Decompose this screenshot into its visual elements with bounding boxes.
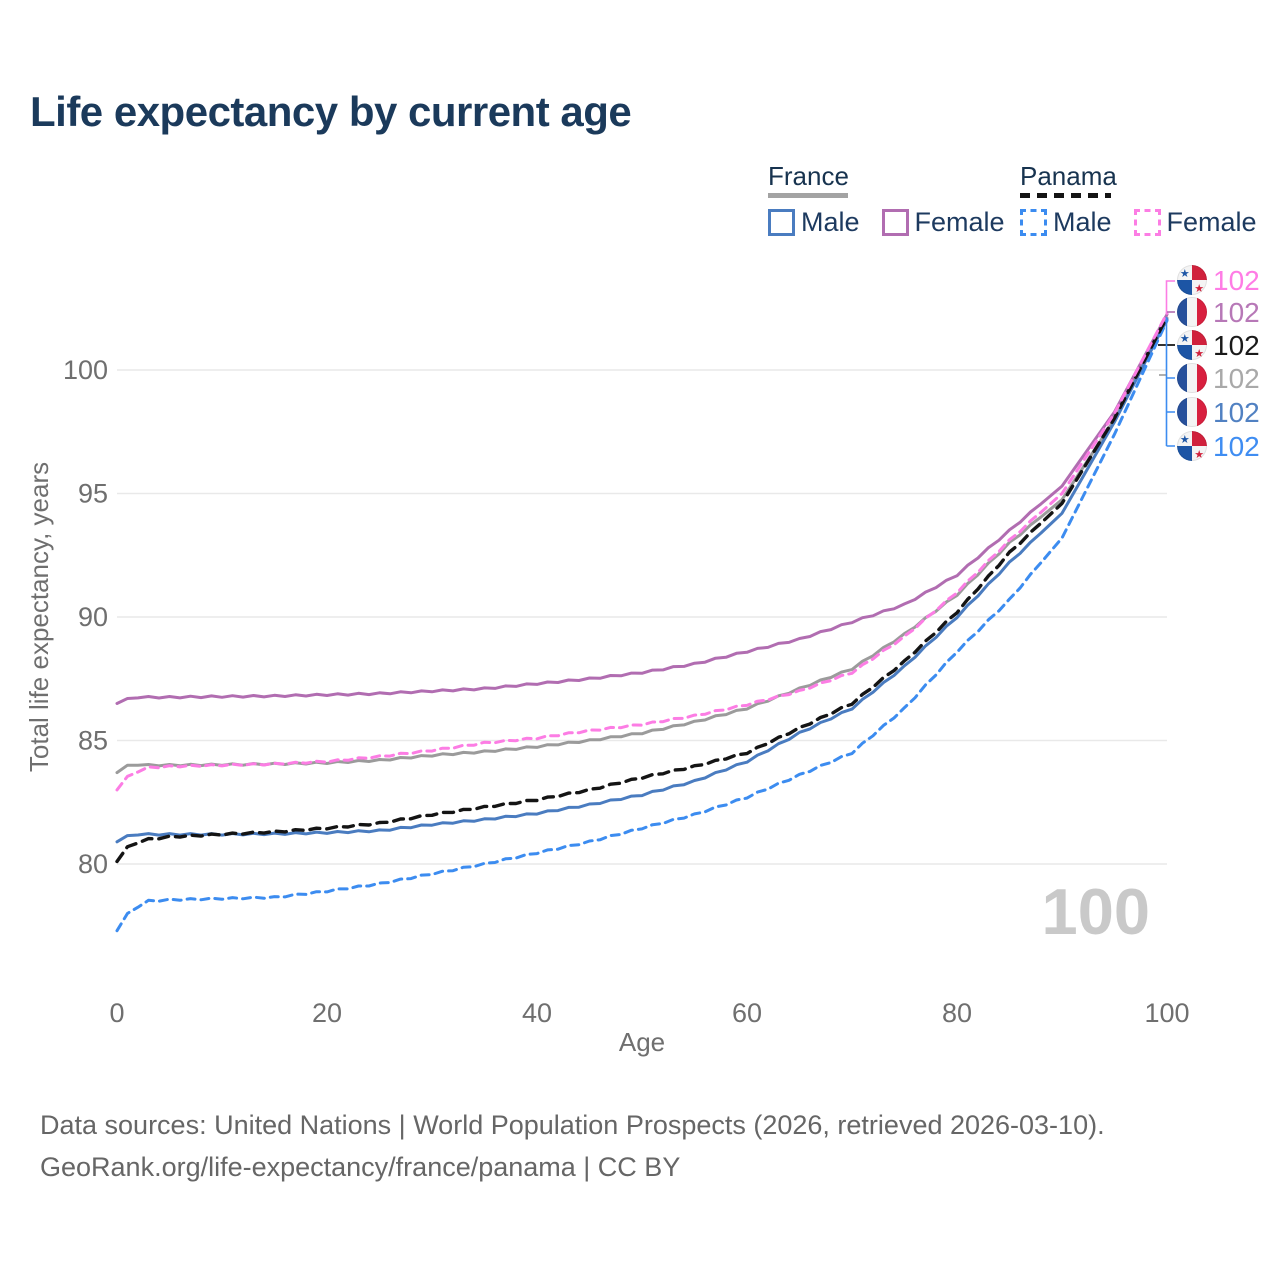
footer: Data sources: United Nations | World Pop…: [40, 1104, 1105, 1188]
legend-item-panama-female[interactable]: Female: [1133, 207, 1257, 238]
end-label-panama-male: 102: [1213, 431, 1260, 462]
grid-layer: [117, 369, 1167, 865]
footer-attribution: GeoRank.org/life-expectancy/france/panam…: [40, 1152, 681, 1182]
legend-item-panama-male[interactable]: Male: [1020, 207, 1112, 238]
legend-linestyle-france: [768, 193, 848, 198]
axis-layer: 80 85 90 95 100 0 20 40 60 80 100 Age Total life exp…: [24, 355, 1190, 1057]
y-tick-label: 95: [78, 479, 108, 509]
series-line-france-female[interactable]: [115, 312, 1169, 705]
y-tick-label: 90: [78, 602, 108, 632]
legend-group-panama: Panama Male Female: [1020, 162, 1257, 238]
end-label-france-male: 102: [1213, 397, 1260, 428]
end-label-france-female: 102: [1213, 297, 1260, 328]
leader-line-panama-female: [1165, 280, 1175, 313]
y-tick-label: 100: [63, 355, 108, 385]
x-tick-label: 60: [732, 998, 762, 1028]
hover-age-indicator: 100: [1041, 875, 1150, 948]
end-label-france: 102: [1213, 363, 1260, 394]
x-tick-label: 100: [1144, 998, 1189, 1028]
legend-label: Female: [1166, 207, 1257, 237]
svg-text:★: ★: [1194, 283, 1204, 295]
svg-text:★: ★: [1194, 348, 1204, 360]
y-tick-label: 85: [78, 726, 108, 756]
svg-text:★: ★: [1180, 333, 1190, 345]
x-tick-label: 80: [942, 998, 972, 1028]
series-line-panama-female[interactable]: [115, 311, 1169, 792]
leader-bracket-lower: [1165, 317, 1175, 447]
legend-label: Male: [801, 207, 860, 237]
panama-flag-icon: ★★: [1177, 431, 1207, 461]
legend-item-france-female[interactable]: Female: [881, 207, 1005, 238]
x-tick-label: 40: [522, 998, 552, 1028]
series-line-panama[interactable]: [115, 315, 1169, 864]
legend-label: Male: [1053, 207, 1112, 237]
svg-text:★: ★: [1194, 449, 1204, 461]
svg-text:★: ★: [1180, 434, 1190, 446]
legend-item-france-male[interactable]: Male: [768, 207, 860, 238]
footer-data-sources: Data sources: United Nations | World Pop…: [40, 1110, 1105, 1140]
series-line-france-male[interactable]: [115, 317, 1169, 844]
legend-group-france: France Male Female: [768, 162, 1005, 238]
x-tick-label: 20: [312, 998, 342, 1028]
legend-swatch-france-female: [881, 209, 909, 236]
end-label-panama-female: 102: [1213, 265, 1260, 296]
series-layer: [115, 311, 1169, 933]
france-flag-icon: [1177, 397, 1207, 427]
series-line-france[interactable]: [115, 316, 1169, 775]
legend-swatch-panama-male: [1020, 209, 1047, 236]
leader-layer: [1158, 280, 1175, 447]
legend: France Male Female Panama Male Female: [0, 162, 1280, 242]
svg-text:★: ★: [1180, 268, 1190, 280]
legend-label: Female: [914, 207, 1005, 237]
y-axis-title: Total life expectancy, years: [24, 462, 54, 772]
y-tick-label: 80: [78, 849, 108, 879]
legend-linestyle-panama: [1020, 193, 1111, 198]
panama-flag-icon: ★★: [1177, 265, 1207, 295]
legend-country-panama[interactable]: Panama: [1020, 161, 1117, 191]
page-title: Life expectancy by current age: [30, 88, 632, 135]
series-line-panama-male[interactable]: [115, 319, 1169, 933]
legend-swatch-france-male: [768, 209, 795, 236]
x-tick-label: 0: [109, 998, 124, 1028]
legend-country-france[interactable]: France: [768, 161, 849, 191]
panama-flag-icon: ★★: [1177, 330, 1207, 360]
x-axis-title: Age: [619, 1027, 665, 1057]
end-label-panama: 102: [1213, 330, 1260, 361]
legend-swatch-panama-female: [1133, 209, 1161, 236]
france-flag-icon: [1177, 297, 1207, 327]
france-flag-icon: [1177, 363, 1207, 393]
